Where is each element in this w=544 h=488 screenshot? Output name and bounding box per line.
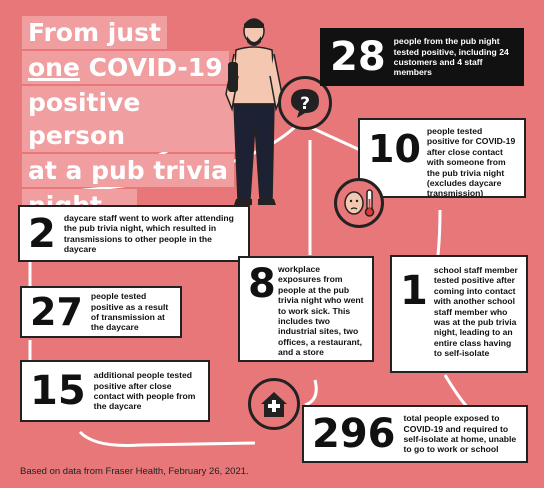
stat-text-close-contact: people tested positive for COVID-19 afte… [426,126,516,199]
stat-card-daycare-transmission: 27 people tested positive as a result of… [20,286,182,338]
stat-number-exposed: 296 [312,411,396,457]
stat-number-daycare-contacts: 15 [30,368,86,414]
stat-text-workplace: workplace exposures from people at the p… [278,264,364,358]
person-illustration [225,18,283,205]
title-line-2: one COVID-19 [22,51,229,84]
title-line-1: From just [22,16,167,49]
stat-text-school: school staff member tested positive afte… [433,265,518,359]
stat-number-pub: 28 [330,34,386,80]
house-medical-cross-icon [248,378,300,430]
stat-card-exposed: 296 total people exposed to COVID-19 and… [302,405,528,463]
stat-number-daycare-transmission: 27 [30,290,83,334]
source-footer: Based on data from Fraser Health, Februa… [20,466,249,477]
title-emphasis: one [28,53,80,82]
stat-card-workplace: 8 workplace exposures from people at the… [238,256,374,362]
title-line-4: at a pub trivia [22,154,234,187]
stat-card-school: 1 school staff member tested positive af… [390,255,528,373]
stat-text-daycare-transmission: people tested positive as a result of tr… [90,291,169,333]
svg-text:?: ? [300,94,310,114]
stat-number-close-contact: 10 [368,127,421,171]
stat-number-daycare-staff: 2 [28,210,56,257]
stat-number-workplace: 8 [248,261,276,307]
stat-text-exposed: total people exposed to COVID-19 and req… [403,413,517,455]
stat-text-pub: people from the pub night tested positiv… [393,36,509,78]
page-title: From just one COVID-19 positive person a… [22,16,252,224]
title-line-2-rest: COVID-19 [79,53,223,82]
sick-face-thermometer-icon [334,178,384,228]
stat-card-daycare-staff: 2 daycare staff went to work after atten… [18,205,250,262]
stat-card-daycare-contacts: 15 additional people tested positive aft… [20,360,210,422]
stat-text-daycare-contacts: additional people tested positive after … [93,370,196,412]
stat-card-close-contact: 10 people tested positive for COVID-19 a… [358,118,526,198]
stat-card-pub: 28 people from the pub night tested posi… [320,28,524,86]
title-line-3: positive person [22,86,252,152]
stat-number-school: 1 [400,268,428,314]
stat-text-daycare-staff: daycare staff went to work after attendi… [63,212,234,254]
